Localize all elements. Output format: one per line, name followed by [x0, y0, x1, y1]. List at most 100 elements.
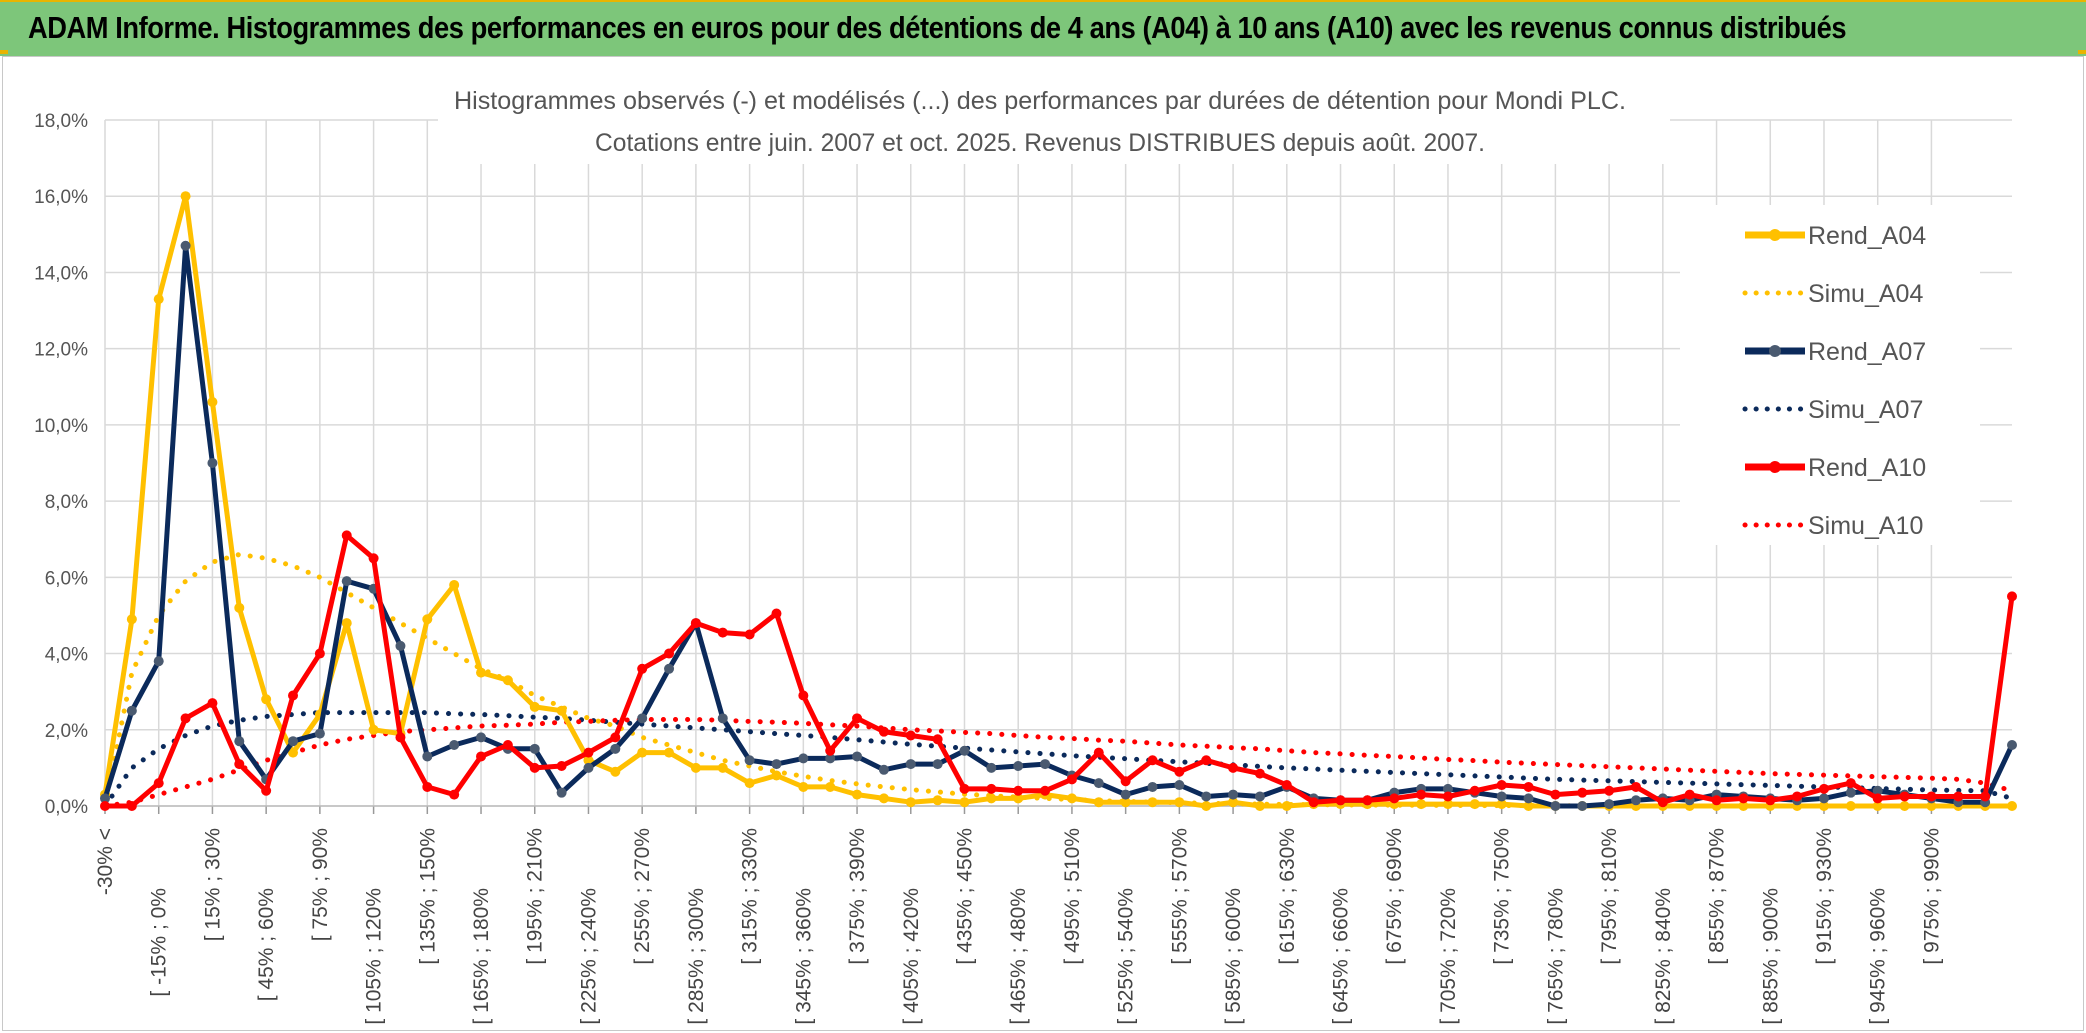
y-tick-label: 6,0% — [45, 568, 88, 589]
data-point-rend_a10 — [1066, 774, 1077, 785]
data-point-rend_a04 — [1899, 801, 1910, 811]
data-point-rend_a04 — [771, 770, 782, 781]
y-tick-label: 0,0% — [45, 797, 88, 818]
data-point-rend_a04 — [664, 747, 675, 758]
series-line-rend_a10 — [105, 532, 2015, 809]
data-point-rend_a07 — [180, 240, 191, 251]
data-point-rend_a10 — [1174, 766, 1185, 777]
data-point-rend_a10 — [288, 690, 299, 701]
data-point-rend_a04 — [852, 789, 863, 800]
x-tick-label: [ 315% ; 330% — [739, 828, 762, 965]
data-point-rend_a04 — [1174, 797, 1185, 808]
data-point-rend_a10 — [610, 732, 621, 743]
data-point-rend_a10 — [1711, 795, 1722, 806]
x-tick-label: [ 465% ; 480% — [1007, 888, 1030, 1025]
data-point-rend_a04 — [476, 667, 487, 678]
data-point-rend_a10 — [905, 730, 916, 741]
data-point-rend_a07 — [878, 764, 889, 775]
data-point-rend_a07 — [288, 736, 299, 747]
data-point-rend_a10 — [502, 740, 513, 751]
data-point-rend_a07 — [1845, 787, 1856, 798]
x-tick-label: [ 405% ; 420% — [900, 888, 923, 1025]
data-point-rend_a07 — [744, 755, 755, 766]
data-point-rend_a10 — [180, 713, 191, 724]
data-point-rend_a10 — [1872, 793, 1883, 804]
data-point-rend_a10 — [852, 713, 863, 724]
data-point-rend_a10 — [1550, 789, 1561, 800]
data-point-rend_a10 — [422, 781, 433, 792]
data-point-rend_a04 — [2007, 801, 2017, 811]
data-point-rend_a07 — [1630, 795, 1641, 806]
data-point-rend_a04 — [1469, 799, 1480, 810]
x-tick-label: [ 645% ; 660% — [1330, 888, 1353, 1025]
x-tick-label: [ 105% ; 120% — [363, 888, 386, 1025]
data-point-rend_a04 — [207, 397, 218, 408]
data-point-rend_a07 — [449, 740, 460, 751]
data-point-rend_a10 — [717, 627, 728, 638]
data-point-rend_a07 — [1147, 781, 1158, 792]
data-point-rend_a04 — [1818, 801, 1829, 811]
x-tick-label: [ 255% ; 270% — [631, 828, 654, 965]
data-point-rend_a07 — [664, 663, 675, 674]
data-point-rend_a10 — [556, 760, 567, 771]
data-point-rend_a10 — [1362, 795, 1373, 806]
data-point-rend_a10 — [690, 618, 701, 629]
data-point-rend_a10 — [744, 629, 755, 640]
corner-mark-right — [2078, 50, 2086, 54]
y-tick-label: 18,0% — [34, 111, 88, 132]
data-point-rend_a10 — [878, 726, 889, 737]
data-point-rend_a04 — [878, 793, 889, 804]
data-point-rend_a04 — [529, 701, 540, 712]
legend-marker — [1769, 461, 1781, 473]
data-point-rend_a10 — [1845, 778, 1856, 789]
x-tick-label: [ 585% ; 600% — [1222, 888, 1245, 1025]
data-point-rend_a04 — [932, 795, 943, 806]
data-point-rend_a10 — [153, 778, 164, 789]
y-tick-label: 4,0% — [45, 645, 88, 666]
data-point-rend_a10 — [1335, 795, 1346, 806]
x-tick-label: [ -15% ; 0% — [148, 888, 171, 997]
x-tick-label: [ 855% ; 870% — [1706, 828, 1729, 965]
data-point-rend_a07 — [610, 743, 621, 754]
data-point-rend_a10 — [395, 732, 406, 743]
data-point-rend_a10 — [1120, 776, 1131, 787]
data-point-rend_a10 — [1657, 797, 1668, 808]
data-point-rend_a07 — [1040, 759, 1051, 770]
data-point-rend_a07 — [932, 759, 943, 770]
y-tick-label: 8,0% — [45, 492, 88, 513]
data-point-rend_a10 — [1416, 789, 1427, 800]
data-point-rend_a10 — [1818, 783, 1829, 794]
data-point-rend_a04 — [1281, 801, 1292, 811]
data-point-rend_a04 — [1523, 801, 1534, 811]
title-background — [438, 80, 1670, 164]
x-tick-label: [ 435% ; 450% — [953, 828, 976, 965]
data-point-rend_a10 — [1496, 780, 1507, 791]
data-point-rend_a10 — [126, 801, 137, 811]
data-point-rend_a07 — [959, 745, 970, 756]
x-tick-label: [ 945% ; 960% — [1867, 888, 1890, 1025]
data-point-rend_a04 — [1013, 793, 1024, 804]
chart-title-line-2: Cotations entre juin. 2007 et oct. 2025.… — [595, 129, 1485, 157]
data-point-rend_a04 — [798, 781, 809, 792]
data-point-rend_a07 — [1577, 801, 1588, 811]
data-point-rend_a04 — [126, 614, 137, 625]
x-tick-label: -30% < — [94, 828, 117, 895]
data-point-rend_a04 — [825, 781, 836, 792]
x-tick-label: [ 885% ; 900% — [1759, 888, 1782, 1025]
x-tick-label: [ 795% ; 810% — [1598, 828, 1621, 965]
data-point-rend_a04 — [1442, 799, 1453, 810]
page-title: ADAM Informe. Histogrammes des performan… — [28, 10, 1847, 45]
data-point-rend_a07 — [1604, 799, 1615, 810]
data-point-rend_a04 — [1093, 797, 1104, 808]
legend: Rend_A04 Simu_A04 Rend_A07 Simu_A07 Rend_A10… — [1680, 205, 1980, 545]
data-point-rend_a07 — [1013, 760, 1024, 771]
x-tick-label: [ 495% ; 510% — [1061, 828, 1084, 965]
x-tick-label: [ 375% ; 390% — [846, 828, 869, 965]
data-point-rend_a04 — [905, 797, 916, 808]
data-point-rend_a07 — [1174, 780, 1185, 791]
series-line-simu_a07 — [102, 710, 2015, 809]
data-point-rend_a07 — [905, 759, 916, 770]
data-point-rend_a10 — [1684, 789, 1695, 800]
data-point-rend_a10 — [1040, 785, 1051, 796]
data-point-rend_a07 — [1818, 793, 1829, 804]
